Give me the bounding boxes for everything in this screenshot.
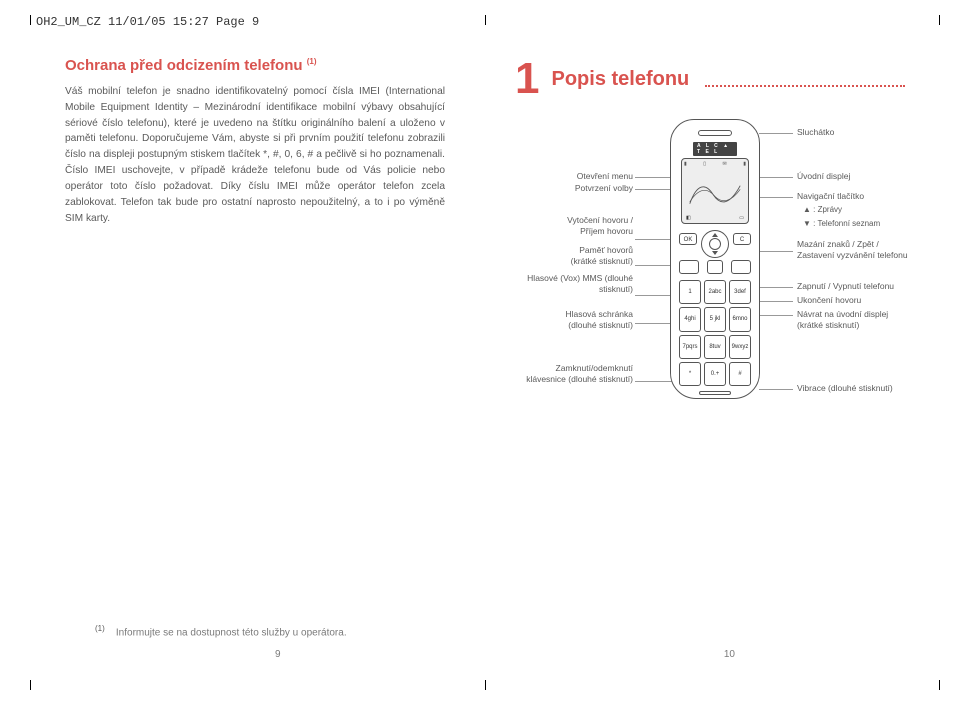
left-heading-text: Ochrana před odcizením telefonu xyxy=(65,57,303,74)
left-body-text: Váš mobilní telefon je snadno identifiko… xyxy=(65,84,445,226)
callout-end-call: Ukončení hovoru xyxy=(797,295,937,306)
mid-key xyxy=(707,260,723,274)
chapter-title: Popis telefonu xyxy=(551,68,689,91)
callout-vox-mms: Hlasové (Vox) MMS (dlouhé stisknutí) xyxy=(475,273,633,295)
phone-keypad: 1 2abc 3def 4ghi 5 jkl 6mno 7pqrs 8tuv 9… xyxy=(679,280,751,386)
key-0: 0.+ xyxy=(704,362,726,386)
key-8: 8tuv xyxy=(704,335,726,359)
footnote-text: Informujte se na dostupnost této služby … xyxy=(116,627,347,638)
chapter-number: 1 xyxy=(515,57,539,101)
phone-diagram: Otevření menu Potvrzení volby Vytočení h… xyxy=(475,119,905,429)
key-1: 1 xyxy=(679,280,701,304)
callout-call-memory: Paměť hovorů (krátké stisknutí) xyxy=(495,245,633,267)
page-number-right: 10 xyxy=(724,649,735,660)
softkey-ok: OK xyxy=(679,233,697,245)
callout-confirm: Potvrzení volby xyxy=(495,183,633,194)
callout-open-menu: Otevření menu xyxy=(495,171,633,182)
left-heading-note: (1) xyxy=(307,57,317,66)
left-column: Ochrana před odcizením telefonu (1) Váš … xyxy=(65,57,445,429)
phone-brand: A L C ▲ T E L xyxy=(693,142,737,156)
softkey-c: C xyxy=(733,233,751,245)
document-header: OH2_UM_CZ 11/01/05 15:27 Page 9 xyxy=(36,15,940,29)
end-key xyxy=(731,260,751,274)
left-heading: Ochrana před odcizením telefonu (1) xyxy=(65,57,445,74)
key-star: * xyxy=(679,362,701,386)
phone-speaker xyxy=(698,130,732,136)
callout-dial: Vytočení hovoru / Příjem hovoru xyxy=(495,215,633,237)
call-key xyxy=(679,260,699,274)
key-hash: # xyxy=(729,362,751,386)
key-5: 5 jkl xyxy=(704,307,726,331)
page-number-left: 9 xyxy=(275,649,281,660)
phone-connector xyxy=(699,391,731,395)
callout-down-phonebook: ▼ : Telefonní seznam xyxy=(803,219,933,229)
right-column: 1 Popis telefonu xyxy=(475,57,905,429)
callout-vibrate: Vibrace (dlouhé stisknutí) xyxy=(797,383,937,394)
key-6: 6mno xyxy=(729,307,751,331)
phone-screen: ▮▯✉▮ ◧▭ xyxy=(681,158,749,224)
callout-delete: Mazání znaků / Zpět / Zastavení vyzváněn… xyxy=(797,239,937,261)
callout-voicemail: Hlasová schránka (dlouhé stisknutí) xyxy=(495,309,633,331)
phone-illustration: A L C ▲ T E L ▮▯✉▮ ◧▭ xyxy=(670,119,760,399)
callout-up-messages: ▲ : Zprávy xyxy=(803,205,933,215)
chapter-dots xyxy=(705,85,905,87)
callout-lock: Zamknutí/odemknutí klávesnice (dlouhé st… xyxy=(475,363,633,385)
key-2: 2abc xyxy=(704,280,726,304)
dpad xyxy=(701,230,729,258)
footnote-mark: (1) xyxy=(95,624,105,633)
key-9: 9wxyz xyxy=(729,335,751,359)
key-7: 7pqrs xyxy=(679,335,701,359)
footnote: (1) Informujte se na dostupnost této slu… xyxy=(95,624,347,638)
key-4: 4ghi xyxy=(679,307,701,331)
callout-display: Úvodní displej xyxy=(797,171,927,182)
callout-return-home: Návrat na úvodní displej (krátké stisknu… xyxy=(797,309,937,331)
callout-earpiece: Sluchátko xyxy=(797,127,927,138)
callout-power: Zapnutí / Vypnutí telefonu xyxy=(797,281,937,292)
key-3: 3def xyxy=(729,280,751,304)
callout-nav-key: Navigační tlačítko xyxy=(797,191,927,202)
